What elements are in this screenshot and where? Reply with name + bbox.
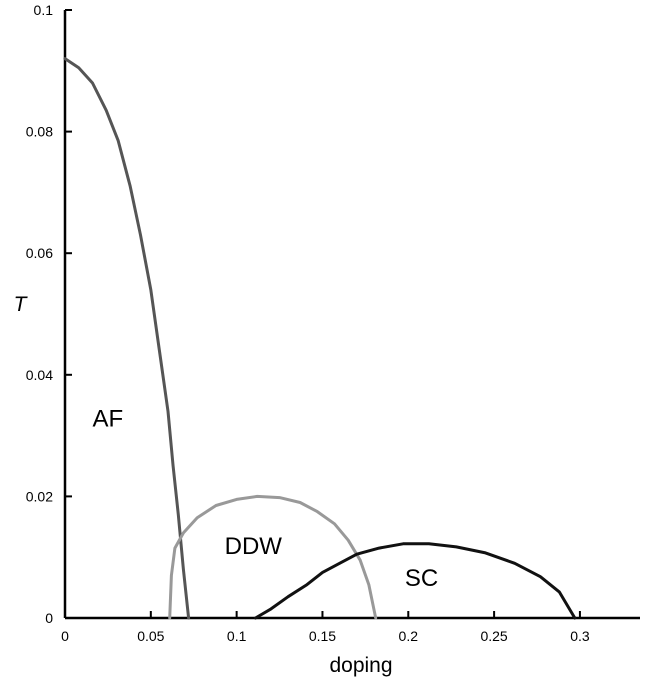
y-tick-label: 0.1	[34, 2, 54, 18]
x-tick-label: 0.25	[480, 628, 507, 644]
y-tick-label: 0.08	[26, 124, 53, 140]
plot-area: 0 0.05 0.1 0.15 0.2 0.25 0.3 0 0.02 0.04 0.06 0.08…	[26, 2, 640, 644]
af-region-label: AF	[92, 405, 123, 432]
x-tick-label: 0.3	[570, 628, 590, 644]
x-tick-label: 0.05	[137, 628, 164, 644]
y-axis-ticks: 0 0.02 0.04 0.06 0.08 0.1	[26, 2, 72, 626]
af-boundary-line	[63, 57, 191, 620]
y-tick-label: 0.06	[26, 245, 53, 261]
y-tick-label: 0	[45, 610, 53, 626]
phase-boundaries	[63, 57, 577, 620]
x-axis-title: doping	[329, 654, 392, 677]
x-axis-ticks: 0 0.05 0.1 0.15 0.2 0.25 0.3	[61, 611, 590, 644]
y-tick-label: 0.02	[26, 488, 53, 504]
y-axis-title: T	[14, 293, 29, 316]
y-tick-label: 0.04	[26, 367, 53, 383]
sc-boundary-line	[254, 542, 577, 620]
ddw-region-label: DDW	[225, 533, 283, 560]
x-tick-label: 0.15	[309, 628, 336, 644]
x-tick-label: 0	[61, 628, 69, 644]
region-labels: AF DDW SC	[92, 405, 438, 591]
x-tick-label: 0.2	[399, 628, 419, 644]
ddw-boundary-line	[168, 494, 378, 620]
x-tick-label: 0.1	[227, 628, 247, 644]
sc-region-label: SC	[405, 565, 438, 592]
